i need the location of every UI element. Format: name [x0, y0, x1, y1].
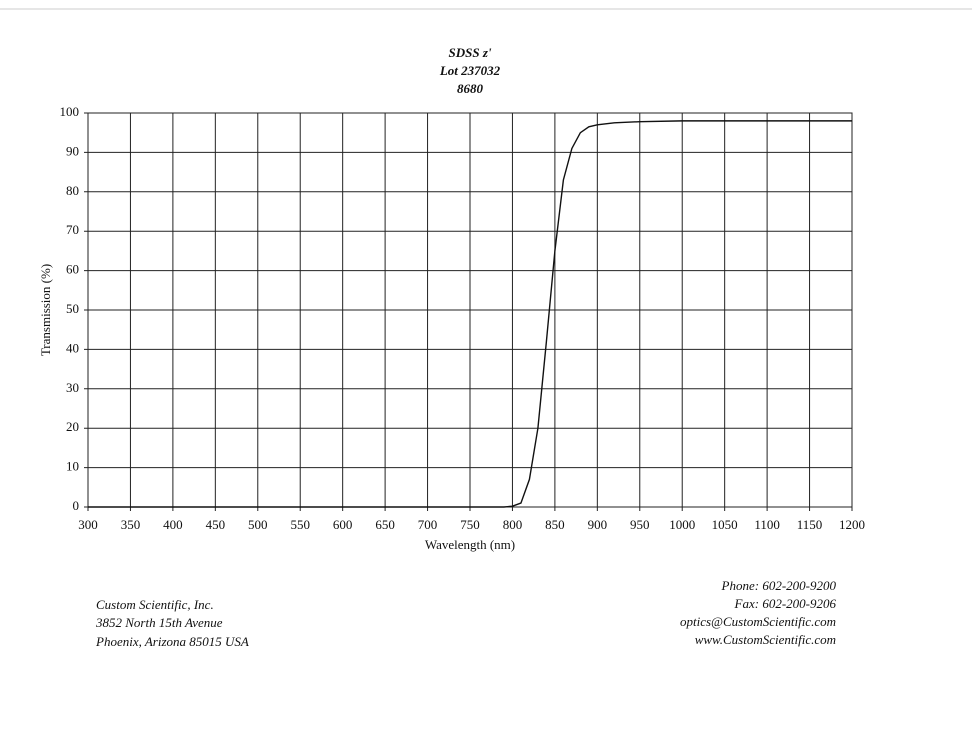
- y-tick-label: 50: [66, 301, 79, 316]
- x-tick-label: 900: [588, 517, 608, 532]
- chart-annotation: 8680: [457, 81, 484, 96]
- company-line: Phoenix, Arizona 85015 USA: [95, 634, 249, 649]
- y-tick-label: 0: [73, 498, 80, 513]
- x-tick-label: 400: [163, 517, 183, 532]
- x-axis-label: Wavelength (nm): [425, 537, 515, 552]
- y-tick-label: 100: [60, 104, 80, 119]
- contact-line: Phone: 602-200-9200: [721, 578, 837, 593]
- y-tick-label: 60: [66, 262, 79, 277]
- company-line: Custom Scientific, Inc.: [96, 597, 214, 612]
- y-tick-label: 80: [66, 183, 79, 198]
- x-tick-label: 950: [630, 517, 650, 532]
- y-tick-label: 20: [66, 419, 79, 434]
- x-tick-label: 1000: [669, 517, 695, 532]
- x-tick-label: 350: [121, 517, 141, 532]
- company-line: 3852 North 15th Avenue: [95, 615, 223, 630]
- x-tick-label: 500: [248, 517, 268, 532]
- y-tick-label: 30: [66, 380, 79, 395]
- x-tick-label: 700: [418, 517, 438, 532]
- y-tick-label: 10: [66, 459, 79, 474]
- contact-line: optics@CustomScientific.com: [680, 614, 836, 629]
- series-line: [88, 120, 852, 508]
- y-axis-label: Transmission (%): [38, 264, 53, 356]
- x-tick-label: 450: [206, 517, 226, 532]
- x-tick-label: 650: [375, 517, 395, 532]
- x-tick-label: 1050: [712, 517, 738, 532]
- x-tick-label: 750: [460, 517, 480, 532]
- x-tick-label: 800: [503, 517, 523, 532]
- x-tick-label: 600: [333, 517, 353, 532]
- x-tick-label: 1200: [839, 517, 865, 532]
- x-tick-label: 850: [545, 517, 565, 532]
- chart-title: SDSS z': [449, 45, 492, 60]
- y-tick-label: 70: [66, 222, 79, 237]
- chart-subtitle: Lot 237032: [439, 63, 501, 78]
- x-tick-label: 1100: [754, 517, 780, 532]
- contact-line: Fax: 602-200-9206: [734, 596, 837, 611]
- x-tick-label: 300: [78, 517, 98, 532]
- x-tick-label: 550: [290, 517, 310, 532]
- y-tick-label: 90: [66, 143, 79, 158]
- y-tick-label: 40: [66, 340, 79, 355]
- contact-line: www.CustomScientific.com: [695, 632, 836, 647]
- x-tick-label: 1150: [797, 517, 823, 532]
